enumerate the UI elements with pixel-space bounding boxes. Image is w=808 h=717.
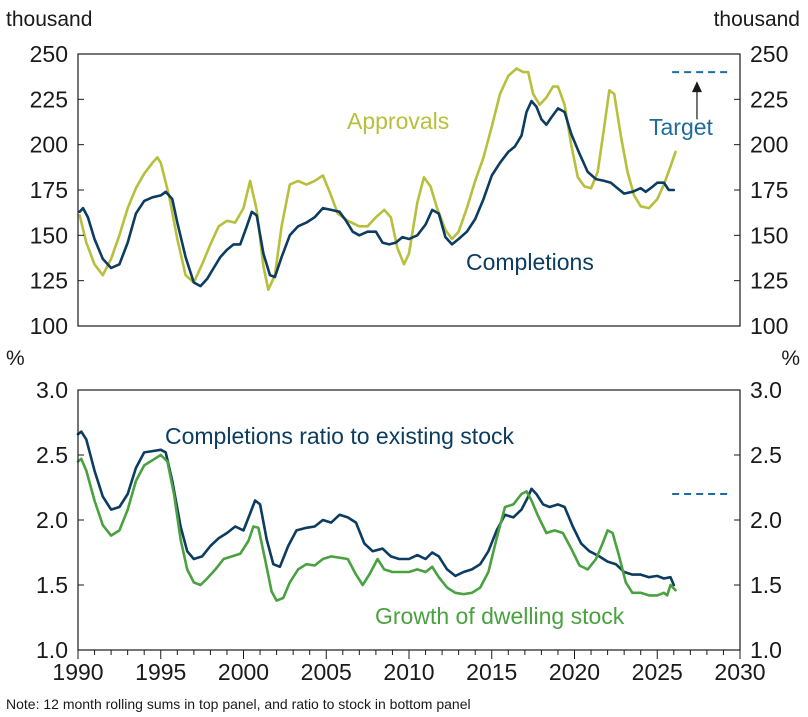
- top-ytick-label-left: 100: [30, 313, 68, 339]
- xtick-label: 1995: [135, 659, 186, 685]
- top-ytick-label-right: 225: [750, 86, 788, 112]
- series-line-approvals: [78, 67, 677, 291]
- completions-ratio-label: Completions ratio to existing stock: [165, 423, 514, 449]
- bottom-ytick-label-left: 2.0: [36, 507, 68, 533]
- top-ytick-label-left: 225: [30, 86, 68, 112]
- top-right-unit-label: thousand: [714, 8, 800, 31]
- bottom-ytick-label-left: 1.0: [36, 637, 68, 663]
- top-panel-frame: [77, 53, 741, 327]
- bottom-ytick-label-left: 3.0: [36, 377, 68, 403]
- top-panel: thousand thousand 100 100 125 125 150 150 175 1…: [6, 8, 800, 339]
- top-ytick-label-right: 250: [750, 41, 788, 67]
- bottom-ytick-label-right: 2.5: [750, 442, 782, 468]
- top-ytick-label-left: 175: [30, 177, 68, 203]
- xtick-label: 2010: [383, 659, 434, 685]
- series-line-growth-of-dwelling-stock: [76, 453, 677, 602]
- top-ytick-label-right: 200: [750, 132, 788, 158]
- top-ytick-label-right: 150: [750, 222, 788, 248]
- xtick-label: 2020: [549, 659, 600, 685]
- bottom-ytick-label-right: 3.0: [750, 377, 782, 403]
- bottom-ytick-label-right: 1.0: [750, 637, 782, 663]
- approvals-label: Approvals: [347, 108, 449, 134]
- xtick-label: 2030: [714, 659, 765, 685]
- top-ytick-label-right: 125: [750, 268, 788, 294]
- top-ytick-label-left: 150: [30, 222, 68, 248]
- target-arrow-head-icon: [691, 81, 702, 93]
- top-left-unit-label: thousand: [6, 8, 92, 31]
- xtick-label: 2025: [632, 659, 683, 685]
- xtick-label: 2015: [466, 659, 517, 685]
- target-label: Target: [649, 114, 714, 140]
- top-ytick-label-left: 250: [30, 41, 68, 67]
- bottom-right-unit-label: %: [781, 347, 800, 370]
- bottom-panel: % % 1.0 1.0 1.5 1.5 2.0 2.0 2.5 2.5 3.0 3.0 1990 1…: [6, 347, 800, 685]
- xtick-label: 1990: [52, 659, 103, 685]
- target-marker: [672, 71, 730, 120]
- top-ytick-label-left: 200: [30, 132, 68, 158]
- xtick-label: 2000: [218, 659, 269, 685]
- bottom-left-unit-label: %: [6, 347, 25, 370]
- bottom-ytick-label-left: 1.5: [36, 572, 68, 598]
- bottom-ytick-label-right: 2.0: [750, 507, 782, 533]
- top-ytick-label-right: 100: [750, 313, 788, 339]
- xtick-label: 2005: [301, 659, 352, 685]
- top-ytick-label-right: 175: [750, 177, 788, 203]
- dwelling-growth-label: Growth of dwelling stock: [375, 603, 625, 629]
- chart-note: Note: 12 month rolling sums in top panel…: [6, 696, 471, 712]
- completions-label: Completions: [466, 249, 594, 275]
- bottom-ytick-label-left: 2.5: [36, 442, 68, 468]
- top-ytick-label-left: 125: [30, 268, 68, 294]
- chart-canvas: thousand thousand 100 100 125 125 150 150 175 1…: [6, 8, 800, 685]
- bottom-ytick-label-right: 1.5: [750, 572, 782, 598]
- series-line-completions: [78, 99, 676, 288]
